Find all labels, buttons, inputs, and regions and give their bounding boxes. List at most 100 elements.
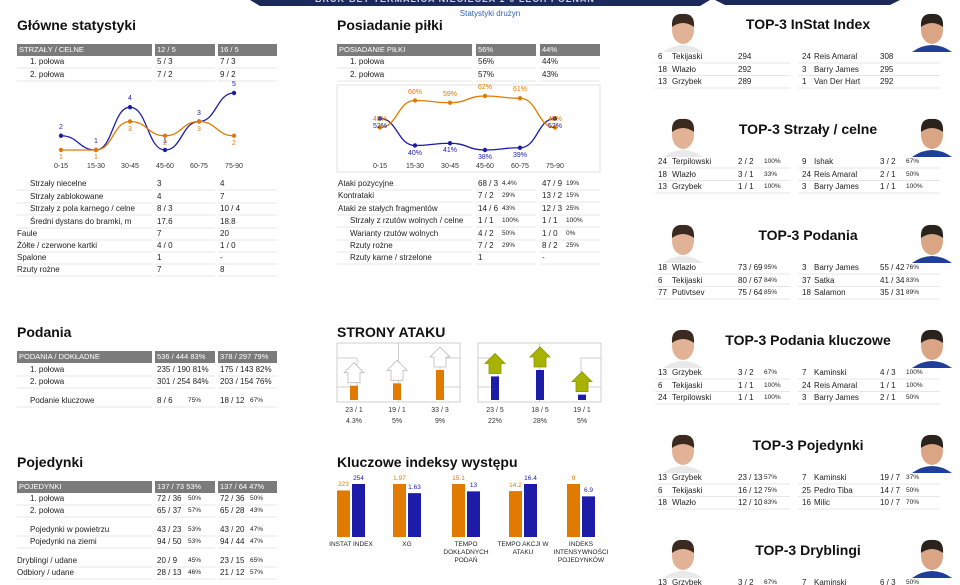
table-cell: 8 / 6 <box>157 396 173 405</box>
match-title: BRUK-BET TERMALICA NIECIECZA 1-0 LECH PO… <box>315 0 595 4</box>
data-label: 5 <box>232 81 236 88</box>
table-cell: 14 / 6 <box>478 204 499 213</box>
player-cell: 18 <box>658 498 667 507</box>
player-cell: 76% <box>906 264 920 271</box>
table-cell: 1 / 0 <box>220 241 236 250</box>
table-cell: 4.4% <box>502 180 517 187</box>
x-tick-label: 75-90 <box>546 163 564 170</box>
player-cell: 24 <box>802 380 811 390</box>
table-cell: 1 / 0 <box>542 229 558 238</box>
player-shirt <box>912 256 952 263</box>
index-value: 254 <box>353 475 364 482</box>
x-tick-label: 60-75 <box>190 163 208 170</box>
header-text: STRZAŁY / CELNE <box>19 45 84 54</box>
player-cell: 16 <box>802 498 811 507</box>
header-cell <box>155 44 215 56</box>
player-cell: 6 <box>658 380 663 390</box>
table-cell: 17.6 <box>157 217 173 226</box>
player-cell: 57% <box>764 474 778 481</box>
section-title: Pojedynki <box>17 454 84 470</box>
player-cell: Milic <box>814 498 830 507</box>
table-cell: 13 / 2 <box>542 191 563 200</box>
player-hair <box>920 224 944 238</box>
subtitle: Statystyki drużyn <box>459 9 521 18</box>
player-cell: 84% <box>764 276 778 284</box>
player-cell: 24 <box>658 393 667 402</box>
player-cell: 6 <box>658 52 663 61</box>
table-cell: 20 <box>220 229 229 238</box>
data-label: 2 <box>232 139 236 147</box>
table-cell: 23 / 15 <box>220 556 245 565</box>
table-cell: 1 <box>478 253 483 262</box>
table-cell: 10 / 4 <box>220 204 241 213</box>
row-label: Strzały zablokowane <box>30 192 104 201</box>
data-label: 59% <box>442 90 458 98</box>
player-cell: 2 / 1 <box>880 169 896 179</box>
player-shirt <box>663 45 703 52</box>
header-text: 16 / 5 <box>220 45 239 54</box>
player-cell: 6 <box>658 275 663 285</box>
table-cell: 4 <box>220 179 225 188</box>
player-cell: 10 / 7 <box>880 498 901 507</box>
player-cell: 100% <box>764 381 781 389</box>
player-hair <box>920 539 944 553</box>
player-cell: Wlazło <box>672 64 697 74</box>
header-text: 536 / 444 83% <box>157 352 206 361</box>
section-title: Podania <box>17 324 72 340</box>
player-cell: 33% <box>764 170 778 178</box>
player-cell: Tekijaski <box>672 485 703 495</box>
table-cell: 0% <box>566 230 576 237</box>
data-point <box>377 125 383 130</box>
arrow <box>484 352 506 374</box>
table-cell: 5 / 3 <box>157 57 173 66</box>
section-title: Główne statystyki <box>17 17 137 33</box>
data-point <box>231 90 237 96</box>
data-label: 40% <box>407 149 423 157</box>
row-label: 1. połowa <box>350 57 385 66</box>
header-text: 378 / 297 79% <box>220 352 269 361</box>
table-cell: 4 / 0 <box>157 241 173 250</box>
x-tick-label: 0-15 <box>372 163 388 170</box>
arrow <box>386 359 408 381</box>
data-point <box>127 105 133 110</box>
row-label: Warianty rzutów wolnych <box>350 229 439 238</box>
lane-bar <box>350 385 358 400</box>
player-cell: Barry James <box>814 64 859 74</box>
player-cell: 100% <box>764 394 781 401</box>
index-category: TEMPO AKCJI W ATAKU <box>497 541 549 556</box>
x-tick-label: 15-30 <box>87 163 105 170</box>
data-point <box>162 147 168 153</box>
data-label: 60% <box>407 88 423 96</box>
table-cell: 65 / 28 <box>220 506 245 515</box>
header-cell <box>218 481 277 493</box>
row-label: Ataki ze stałych fragmentów <box>338 204 438 213</box>
data-label: 41% <box>442 147 458 155</box>
table-cell: 100% <box>502 217 519 224</box>
top-title: TOP-3 Pojedynki <box>752 437 864 453</box>
x-tick-label: 0-15 <box>53 163 69 170</box>
player-hair <box>920 434 944 448</box>
player-cell: 100% <box>764 183 781 190</box>
arrow <box>529 346 551 368</box>
player-shirt <box>663 150 703 157</box>
x-tick-label: 60-75 <box>511 163 529 170</box>
top-title: TOP-3 Dryblingi <box>755 542 861 558</box>
header-text: 56% <box>478 45 494 54</box>
index-category: INDEKS INTENSYWNOŚCI POJEDYNKÓW <box>553 541 609 564</box>
lane-count: 19 / 1 <box>388 407 406 414</box>
player-cell: 67% <box>764 579 778 585</box>
data-label: 48% <box>372 115 388 123</box>
data-point <box>127 119 133 124</box>
table-cell: 43 / 20 <box>220 525 245 534</box>
player-cell: 24 <box>802 169 811 179</box>
table-cell: 57% <box>188 507 202 514</box>
table-cell: 43% <box>250 507 264 514</box>
player-cell: 67% <box>764 369 778 376</box>
row-label: Strzały niecelne <box>30 179 87 188</box>
table-cell: 65 / 37 <box>157 506 182 515</box>
table-cell: 43% <box>502 205 516 212</box>
index-bar <box>509 491 522 537</box>
player-cell: Terpilowski <box>672 157 712 166</box>
player-cell: 6 / 3 <box>880 578 896 585</box>
